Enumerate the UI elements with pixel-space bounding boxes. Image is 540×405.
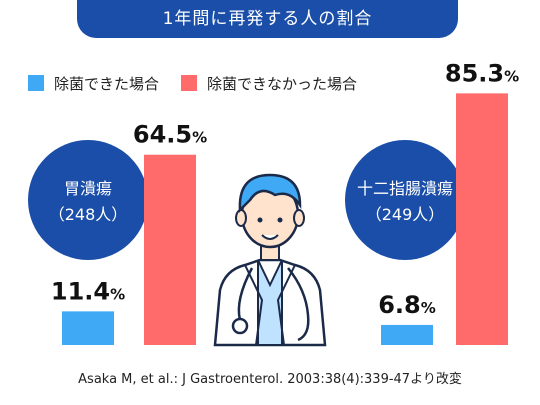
data-label: 64.5% <box>133 121 207 149</box>
chart-title: 1年間に再発する人の割合 <box>77 0 458 38</box>
bar-not-eradicated <box>456 93 508 346</box>
category-label: （249人） <box>366 205 445 224</box>
legend-label: 除菌できた場合 <box>54 74 160 93</box>
data-label: 6.8% <box>378 291 436 319</box>
bar-not-eradicated <box>144 154 196 345</box>
doctor-icon <box>213 173 327 347</box>
legend-item-eradicated: 除菌できた場合 <box>28 73 159 94</box>
data-label: 11.4% <box>51 277 125 305</box>
category-label: 胃潰瘍 <box>64 179 112 198</box>
category-label: 十二指腸潰瘍 <box>357 179 453 198</box>
category-circle <box>28 140 148 260</box>
source-citation: Asaka M, et al.: J Gastroenterol. 2003:3… <box>78 372 462 387</box>
bar-eradicated <box>62 311 114 345</box>
data-label: 85.3% <box>445 59 519 87</box>
legend-swatch-blue <box>28 75 44 91</box>
legend: 除菌できた場合 除菌できなかった場合 <box>28 73 379 93</box>
category-label: （248人） <box>49 205 128 224</box>
bar-eradicated <box>381 324 433 345</box>
legend-label: 除菌できなかった場合 <box>207 74 358 93</box>
legend-item-not-eradicated: 除菌できなかった場合 <box>181 73 357 94</box>
category-circle <box>345 140 465 260</box>
legend-swatch-red <box>181 75 198 91</box>
